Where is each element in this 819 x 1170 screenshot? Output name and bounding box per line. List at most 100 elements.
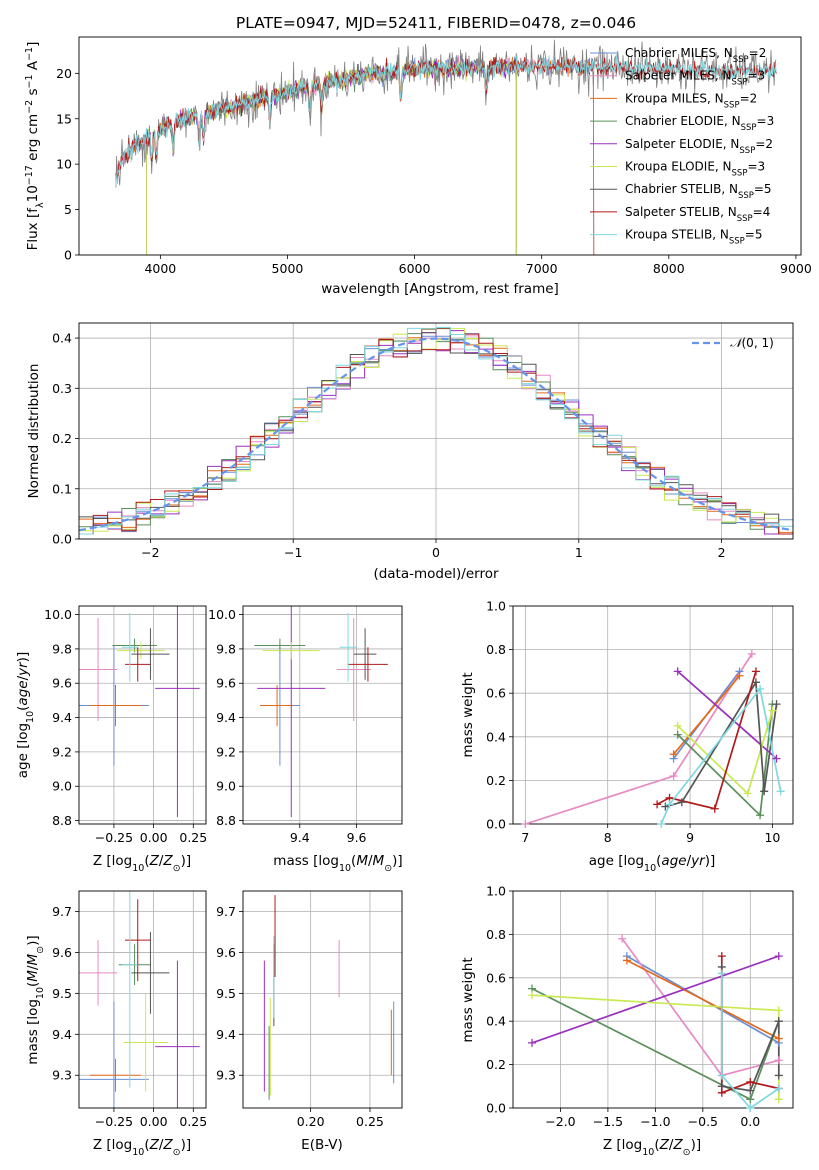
age_weight-xlabel-part: age [log — [589, 853, 644, 869]
weight-series-marker — [774, 1084, 783, 1093]
Z_mass-xlabel-part: Z — [162, 1137, 173, 1153]
spectrum-ylabel-part: A — [25, 60, 41, 74]
mass_age-xlabel: mass [log10(M/M⊙)] — [273, 853, 402, 874]
weight-series-marker — [657, 820, 666, 828]
Z_mass-ylabel-part: ⊙ — [35, 946, 46, 954]
Z_age-plot-area — [79, 606, 206, 824]
spectrum-series-line — [146, 58, 517, 255]
weight-series-marker — [746, 1086, 755, 1095]
age_weight-ytick-label: 0.2 — [486, 773, 506, 788]
residuals-legend-n: 𝒩 — [730, 336, 745, 350]
weight-series-marker — [653, 800, 662, 809]
Z_age-xtick-label: 0.25 — [179, 830, 207, 845]
legend-label-text: Chabrier STELIB, N — [625, 182, 738, 196]
age_weight-xtick-label: 10 — [764, 830, 780, 845]
spectrum-xtick-label: 6000 — [399, 261, 431, 276]
spectrum-ylabel-part: −2 — [24, 100, 35, 114]
weight-series-marker — [521, 820, 530, 828]
age_weight-plot-area — [513, 606, 793, 824]
Z_age-xlabel-part: / — [159, 853, 164, 869]
weight-series-line — [720, 973, 780, 1108]
legend-label-value: =5 — [745, 228, 763, 242]
age_weight-xlabel-part: / — [687, 853, 692, 869]
weight-series-marker — [717, 1071, 726, 1080]
legend-label-sub: SSP — [732, 169, 748, 179]
Z_weight-plot-area — [513, 891, 793, 1108]
residuals-panel: −2 −1 0 1 2 0.0 0.1 0.2 0.3 0.4 (data-model)/error… — [26, 322, 794, 582]
legend-label: Salpeter MILES, NSSP=3 — [625, 69, 765, 88]
mass_age-xlabel-part: / — [368, 853, 373, 869]
Z_weight-ytick-label: 0.6 — [486, 970, 506, 985]
spectrum-ylabel-part: erg cm — [25, 114, 41, 165]
weight-series-marker — [665, 800, 674, 809]
Z_mass-xtick-label: −0.25 — [95, 1114, 133, 1129]
residuals-ytick-label: 0.3 — [52, 381, 72, 396]
spectrum-xtick-label: 5000 — [272, 261, 304, 276]
residuals-plot-area — [79, 323, 793, 539]
legend-label: Chabrier STELIB, NSSP=5 — [625, 182, 772, 201]
spectrum-xlabel-part: wavelength [Angstrom, rest frame] — [321, 281, 559, 297]
Z_mass-xlabel-part: Z [log — [93, 1137, 132, 1153]
spectrum-ylabel-part: Flux [f — [25, 207, 41, 251]
Z_mass-xtick-label: 0.25 — [179, 1114, 207, 1129]
weight-series-line — [621, 938, 780, 1077]
spectrum-series-line — [115, 53, 777, 186]
Z_weight-ytick-label: 0.2 — [486, 1057, 506, 1072]
Z_weight-ytick-label: 0.8 — [486, 927, 506, 942]
age_weight-xtick-label: 8 — [604, 830, 612, 845]
residuals-ytick-label: 0.0 — [52, 532, 72, 547]
Z_mass-ylabel-part: )] — [25, 935, 41, 946]
weight-series-marker — [743, 789, 752, 798]
Z_age-ylabel-part: ( — [15, 706, 31, 711]
Z_mass-xtick-label: 0.00 — [140, 1114, 168, 1129]
legend-label: Salpeter ELODIE, NSSP=2 — [625, 137, 773, 156]
spectrum-ylabel-part: −1 — [24, 74, 35, 88]
legend-label-text: Salpeter ELODIE, N — [625, 137, 739, 151]
EBV_mass-ytick-label: 9.4 — [216, 1027, 236, 1042]
EBV_mass-xtick-label: 0.20 — [297, 1114, 325, 1129]
age_weight-ylabel-part: mass weight — [460, 672, 476, 757]
weight-series-line — [660, 686, 782, 824]
legend-label-sub: SSP — [738, 191, 754, 201]
Z_weight-xtick-label: −2.0 — [545, 1114, 575, 1129]
legend-label-sub: SSP — [729, 237, 745, 247]
spectrum-ytick-label: 20 — [56, 66, 72, 81]
spectrum-frame — [78, 36, 802, 256]
weight-series-marker — [746, 1104, 755, 1112]
Z_weight-xlabel-part: Z [log — [603, 1137, 642, 1153]
Z_weight-xlabel-part: / — [669, 1137, 674, 1153]
Z_mass-ylabel-part: 10 — [35, 987, 46, 999]
Z_mass-panel: −0.25 0.00 0.259.39.49.59.69.7Z [log10(Z/Z… — [25, 890, 207, 1158]
weight-series-marker — [772, 754, 781, 763]
spectrum-xlabel: wavelength [Angstrom, rest frame] — [321, 281, 559, 297]
legend-label: Kroupa MILES, NSSP=2 — [625, 91, 757, 110]
Z_weight-frame — [512, 890, 794, 1109]
weight-series-marker — [661, 802, 670, 811]
Z_weight-xtick-label: −1.0 — [640, 1114, 670, 1129]
mass_age-xlabel-part: ( — [351, 853, 356, 869]
Z_mass-xlabel: Z [log10(Z/Z⊙)] — [93, 1137, 191, 1158]
Z_weight-ylabel: mass weight — [460, 957, 476, 1042]
residual-histogram — [79, 327, 793, 535]
spectrum-ytick-label: 15 — [56, 111, 72, 126]
legend-label: Chabrier ELODIE, NSSP=3 — [625, 114, 774, 133]
residual-histogram — [79, 333, 793, 535]
Z_age-ytick-label: 9.2 — [52, 744, 72, 759]
residuals-xlabel: (data-model)/error — [373, 566, 499, 582]
spectrum-xtick-label: 9000 — [780, 261, 812, 276]
legend-label-value: =2 — [740, 91, 758, 105]
Z_age-ylabel-part: 10 — [25, 711, 36, 723]
EBV_mass-frame — [242, 890, 403, 1109]
Z_age-xlabel: Z [log10(Z/Z⊙)] — [93, 853, 191, 874]
Z_weight-xlabel-part: 10 — [642, 1147, 654, 1158]
weight-series-marker — [746, 1095, 755, 1104]
weight-series-marker — [677, 798, 686, 807]
weight-series-marker — [669, 750, 678, 759]
mass_age-frame — [242, 605, 403, 825]
Z_age-xlabel-part: Z — [162, 853, 173, 869]
age_weight-xlabel-part: 10 — [644, 863, 656, 874]
Z_mass-ylabel-part: M — [25, 970, 41, 982]
residuals-xtick-label: −1 — [284, 545, 302, 560]
residuals-xtick-label: 1 — [575, 545, 583, 560]
